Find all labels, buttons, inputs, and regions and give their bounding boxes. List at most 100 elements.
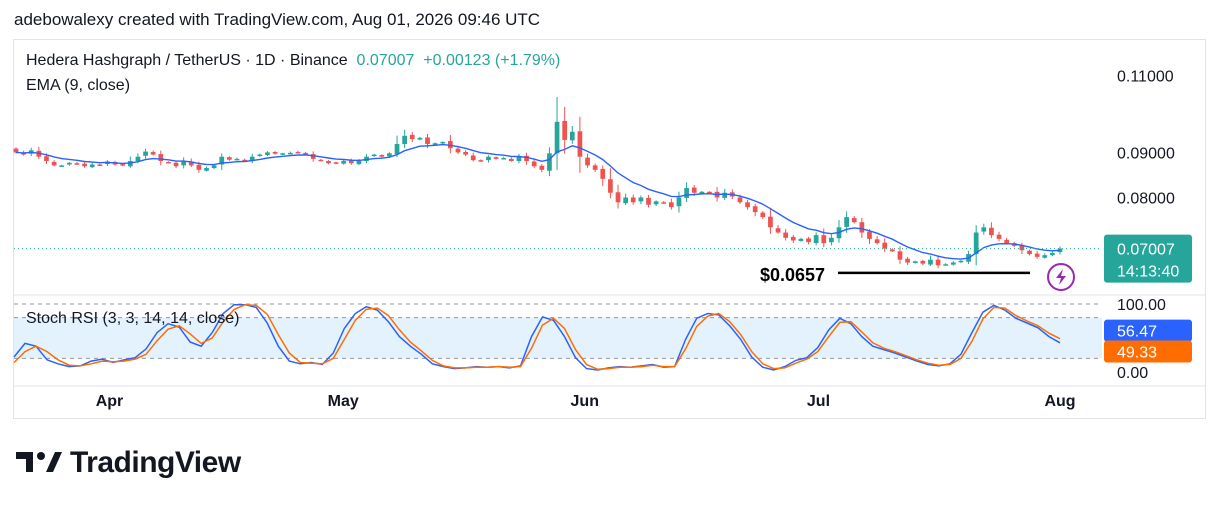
candle-down (661, 202, 667, 204)
brand-name: TradingView (70, 446, 241, 479)
chart-credit: adebowalexy created with TradingView.com… (14, 10, 541, 29)
time-axis-label: May (328, 393, 359, 410)
candle-up (280, 153, 286, 155)
candle-up (516, 156, 522, 162)
candle-down (668, 202, 674, 208)
candle-up (219, 156, 225, 165)
candle-down (158, 154, 164, 162)
candle-up (287, 152, 293, 155)
stoch-k-tag-label: 56.47 (1117, 324, 1157, 341)
current-price-tag (1104, 234, 1192, 283)
candle-down (600, 168, 606, 179)
stoch-axis-tick: 100.00 (1117, 297, 1166, 314)
candle-up (676, 197, 682, 207)
time-axis-label: Jul (807, 393, 830, 410)
candle-down (1034, 253, 1040, 257)
candle-down (1027, 250, 1032, 255)
candle-up (943, 264, 949, 266)
candle-down (333, 162, 339, 164)
candle-down (524, 155, 529, 162)
candle-up (127, 161, 133, 167)
candle-down (295, 151, 301, 154)
candle-down (227, 157, 232, 160)
bar-countdown-label: 14:13:40 (1117, 264, 1179, 281)
price-axis-tick: 0.08000 (1117, 190, 1175, 207)
candle-down (463, 151, 468, 155)
symbol-title[interactable]: Hedera Hashgraph / TetherUS · 1D · Binan… (26, 52, 348, 69)
candle-up (486, 156, 491, 161)
stoch-d-tag-label: 49.33 (1117, 344, 1157, 361)
candle-down (905, 258, 910, 263)
price-axis-tick: 0.11000 (1117, 69, 1174, 86)
candle-down (851, 218, 857, 223)
candle-up (204, 168, 209, 171)
tradingview-brand: TradingView (16, 446, 241, 480)
candle-up (257, 154, 263, 157)
price-change: +0.00123 (+1.79%) (423, 52, 561, 69)
candle-down (691, 187, 697, 193)
candle-down (562, 120, 568, 140)
candle-down (379, 155, 385, 157)
candle-up (341, 161, 347, 164)
stoch-legend[interactable]: Stoch RSI (3, 3, 14, 14, close) (26, 310, 240, 327)
candle-down (783, 232, 789, 238)
candle-down (745, 202, 750, 208)
candle-down (577, 131, 583, 157)
candle-down (478, 160, 484, 162)
candle-down (996, 234, 1002, 239)
stoch-d-tag (1104, 340, 1192, 363)
candle-up (371, 154, 377, 157)
candle-up (912, 261, 918, 263)
stoch-k-line (13, 303, 1061, 371)
candle-up (554, 121, 560, 154)
ema-legend[interactable]: EMA (9, close) (26, 77, 131, 94)
candle-up (653, 201, 659, 205)
candle-up (950, 262, 956, 265)
candle-up (623, 197, 628, 204)
candle-up (59, 165, 65, 167)
candle-up (958, 260, 964, 263)
candle-up (181, 161, 187, 166)
candle-down (318, 159, 324, 162)
candle-down (272, 151, 278, 154)
candle-down (425, 137, 430, 145)
candle-up (798, 238, 804, 241)
candle-up (981, 227, 987, 232)
candle-up (364, 156, 369, 162)
price-axis-tick: 0.09000 (1117, 145, 1175, 162)
candle-up (89, 164, 95, 168)
stoch-k-tag (1104, 319, 1192, 342)
candle-down (242, 159, 247, 162)
candle-down (1019, 244, 1025, 251)
candle-up (928, 259, 933, 265)
candle-down (74, 163, 80, 165)
tradingview-logo-icon (16, 452, 62, 472)
candle-down (707, 191, 712, 194)
candle-down (508, 158, 514, 162)
candle-down (737, 197, 743, 203)
time-axis-label: Aug (1044, 393, 1075, 410)
candle-down (470, 155, 476, 161)
candle-down (615, 192, 621, 203)
candle-down (97, 164, 103, 167)
candle-down (989, 227, 994, 236)
candle-down (348, 160, 354, 164)
candle-down (821, 235, 827, 244)
candle-down (608, 179, 613, 193)
candle-up (356, 161, 362, 165)
candle-up (265, 152, 270, 156)
candle-down (630, 197, 636, 203)
candle-down (874, 239, 880, 244)
candle-up (211, 165, 217, 169)
candle-up (501, 158, 507, 160)
candle-up (1050, 252, 1055, 256)
ema-line (15, 143, 1061, 260)
candle-down (82, 163, 87, 167)
candle-down (935, 259, 941, 266)
candle-down (539, 165, 545, 170)
candle-up (638, 197, 644, 202)
chart-frame (13, 39, 1206, 419)
candle-down (455, 148, 461, 153)
time-axis-label: Apr (96, 393, 124, 410)
